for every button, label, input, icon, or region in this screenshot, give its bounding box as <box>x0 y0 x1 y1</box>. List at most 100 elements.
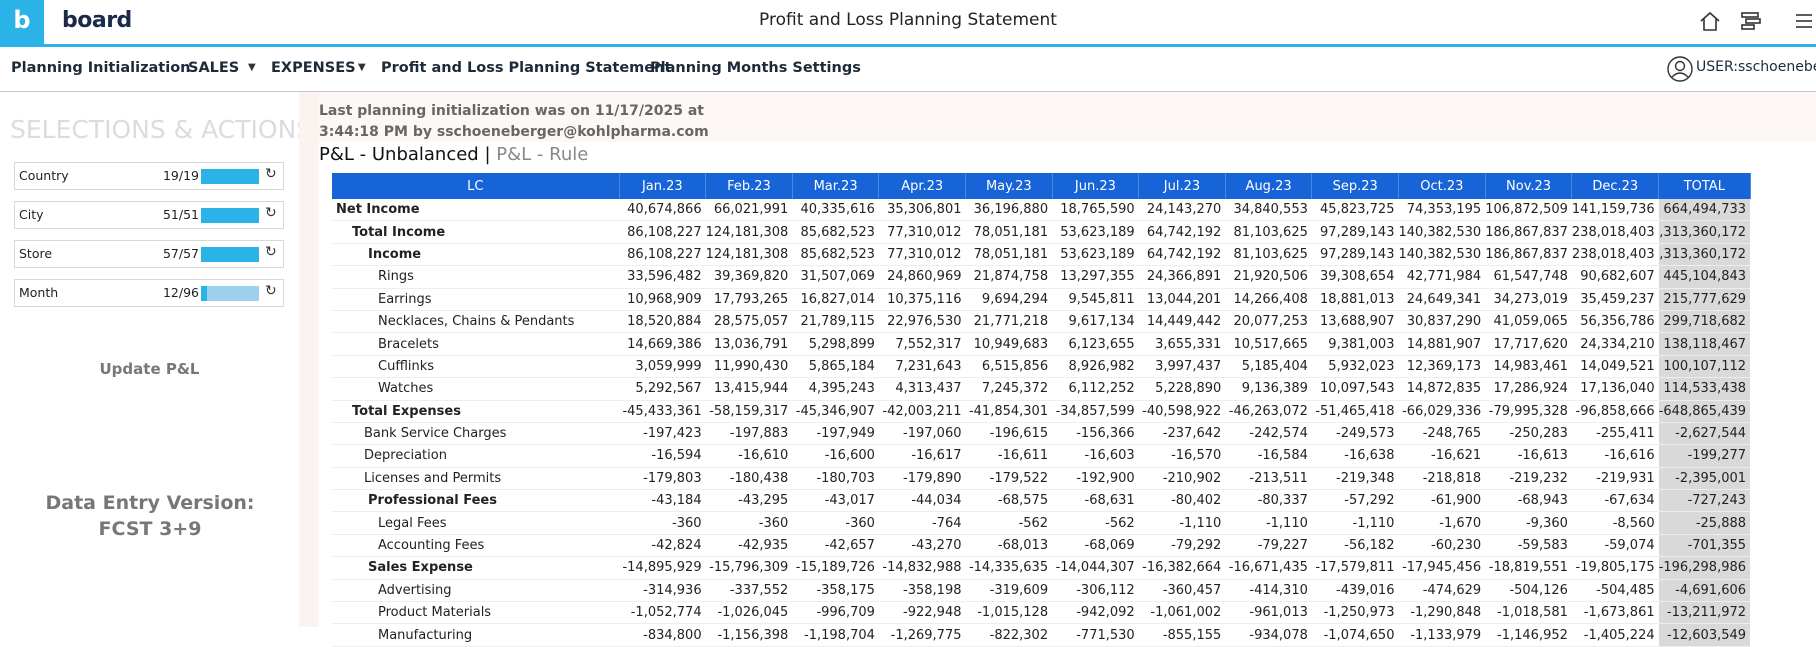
selector[interactable]: Store 57/57 ↻ <box>14 240 284 268</box>
row-label: Watches <box>332 377 619 401</box>
column-header: Sep.23 <box>1311 173 1399 199</box>
value-cell: -562 <box>1052 511 1139 535</box>
value-cell: -16,570 <box>1138 444 1226 468</box>
value-cell: -197,423 <box>619 422 706 446</box>
value-cell: -197,060 <box>878 422 966 446</box>
value-cell: -942,092 <box>1052 601 1139 625</box>
value-cell: -43,017 <box>792 489 879 513</box>
value-cell: -822,302 <box>965 623 1053 647</box>
value-cell: 5,932,023 <box>1311 355 1399 379</box>
value-cell: -360,457 <box>1138 579 1226 603</box>
value-cell: -16,638 <box>1311 444 1399 468</box>
value-cell: -319,609 <box>965 579 1053 603</box>
home-icon[interactable] <box>1700 11 1720 31</box>
row-label: Licenses and Permits <box>332 467 619 491</box>
value-cell: 7,231,643 <box>878 355 966 379</box>
value-cell: 9,694,294 <box>965 288 1053 311</box>
reset-icon[interactable]: ↻ <box>265 205 277 221</box>
value-cell: 140,382,530 <box>1398 220 1486 244</box>
row-label: Income <box>332 243 619 267</box>
value-cell: 66,021,991 <box>705 199 793 222</box>
selector[interactable]: City 51/51 ↻ <box>14 201 284 229</box>
value-cell: -42,935 <box>705 534 793 558</box>
value-cell: 35,459,237 <box>1571 288 1659 311</box>
note-background <box>319 92 1816 142</box>
total-cell: -701,355 <box>1658 534 1751 558</box>
row-label: Rings <box>332 265 619 289</box>
value-cell: 6,123,655 <box>1052 332 1139 356</box>
selector[interactable]: Month 12/96 ↻ <box>14 279 284 307</box>
value-cell: 14,983,461 <box>1485 355 1572 379</box>
value-cell: 3,059,999 <box>619 355 706 379</box>
total-cell: -199,277 <box>1658 444 1751 468</box>
value-cell: -179,803 <box>619 467 706 491</box>
total-cell: -648,865,439 <box>1658 400 1751 423</box>
value-cell: 39,369,820 <box>705 265 793 289</box>
tab[interactable]: P&L - Rule <box>496 144 589 165</box>
value-cell: 5,292,567 <box>619 377 706 401</box>
top-bar: b board Profit and Loss Planning Stateme… <box>0 0 1816 47</box>
selector-bar <box>201 208 259 223</box>
table-row: Bank Service Charges -197,423 -197,883 -197… <box>332 422 1751 446</box>
logo-mark[interactable]: b <box>0 0 44 44</box>
table-row: Net Income 40,674,866 66,021,991 40,335,616… <box>332 199 1751 222</box>
nav-item[interactable]: SALES <box>188 60 240 76</box>
value-cell: 74,353,195 <box>1398 199 1486 222</box>
value-cell: -60,230 <box>1398 534 1486 558</box>
nav-item[interactable]: Planning Months Settings <box>650 60 861 76</box>
value-cell: 14,881,907 <box>1398 332 1486 356</box>
dropdown-arrow[interactable]: ▼ <box>248 62 256 73</box>
reset-icon[interactable]: ↻ <box>265 244 277 260</box>
user-name[interactable]: USER:sschoeneber <box>1696 59 1816 75</box>
value-cell: -242,574 <box>1225 422 1312 446</box>
value-cell: 5,185,404 <box>1225 355 1312 379</box>
value-cell: -16,600 <box>792 444 879 468</box>
value-cell: -360 <box>619 511 706 535</box>
value-cell: -213,511 <box>1225 467 1312 491</box>
value-cell: 34,273,019 <box>1485 288 1572 311</box>
value-cell: -197,949 <box>792 422 879 446</box>
nav-item[interactable]: EXPENSES <box>271 60 356 76</box>
value-cell: -45,433,361 <box>619 400 706 423</box>
nav-item[interactable]: Planning Initialization <box>11 60 191 76</box>
total-cell: -2,395,001 <box>1658 467 1751 491</box>
value-cell: -8,560 <box>1571 511 1659 535</box>
value-cell: -358,175 <box>792 579 879 603</box>
layout-icon[interactable] <box>1741 12 1761 30</box>
nav-item[interactable]: Profit and Loss Planning Statement <box>381 60 672 76</box>
value-cell: 53,623,189 <box>1052 243 1139 267</box>
total-cell: -727,243 <box>1658 489 1751 513</box>
value-cell: -1,018,581 <box>1485 601 1572 625</box>
value-cell: 24,143,270 <box>1138 199 1226 222</box>
version-label: Data Entry Version: FCST 3+9 <box>45 492 255 540</box>
total-cell: -13,211,972 <box>1658 601 1751 625</box>
tab-active[interactable]: P&L - Unbalanced <box>319 144 479 165</box>
value-cell: 9,136,389 <box>1225 377 1312 401</box>
update-button[interactable]: Update P&L <box>99 360 200 378</box>
selector[interactable]: Country 19/19 ↻ <box>14 162 284 190</box>
value-cell: 10,375,116 <box>878 288 966 311</box>
value-cell: 13,036,791 <box>705 332 793 356</box>
value-cell: -14,335,635 <box>965 556 1053 580</box>
total-cell: -25,888 <box>1658 511 1751 535</box>
value-cell: 86,108,227 <box>619 220 706 244</box>
value-cell: -1,110 <box>1225 511 1312 535</box>
row-label: Bank Service Charges <box>332 422 619 446</box>
reset-icon[interactable]: ↻ <box>265 283 277 299</box>
tabs: P&L - Unbalanced | P&L - Rule <box>319 144 588 165</box>
row-label: Professional Fees <box>332 489 619 513</box>
value-cell: -79,995,328 <box>1485 400 1572 423</box>
row-label: Necklaces, Chains & Pendants <box>332 310 619 334</box>
logo[interactable]: board <box>62 8 132 33</box>
value-cell: -1,074,650 <box>1311 623 1399 647</box>
value-cell: 13,688,907 <box>1311 310 1399 334</box>
value-cell: -16,613 <box>1485 444 1572 468</box>
user-icon[interactable] <box>1666 55 1694 83</box>
nav-bar: Planning Initialization SALES ▼ EXPENSES… <box>0 47 1816 92</box>
value-cell: -15,189,726 <box>792 556 879 580</box>
table-row: Earrings 10,968,909 17,793,265 16,827,014 10… <box>332 288 1751 311</box>
reset-icon[interactable]: ↻ <box>265 166 277 182</box>
sidebar-title: SELECTIONS & ACTIONS <box>10 115 313 144</box>
menu-icon[interactable] <box>1796 14 1812 28</box>
dropdown-arrow[interactable]: ▼ <box>358 62 366 73</box>
